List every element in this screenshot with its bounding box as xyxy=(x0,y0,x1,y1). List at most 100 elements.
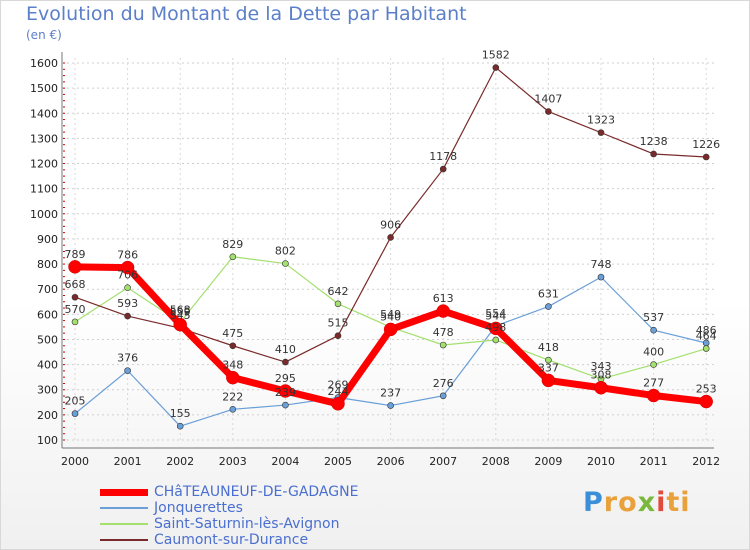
data-label: 642 xyxy=(328,285,349,298)
data-label: 464 xyxy=(696,330,717,343)
data-label: 789 xyxy=(65,248,86,261)
legend-item: Jonquerettes xyxy=(100,500,358,516)
data-label: 348 xyxy=(222,359,243,372)
data-label: 570 xyxy=(65,303,86,316)
legend-item: Saint-Saturnin-lès-Avignon xyxy=(100,516,358,532)
series xyxy=(68,64,713,430)
data-label: 269 xyxy=(328,379,349,392)
data-point xyxy=(387,234,394,241)
data-label: 205 xyxy=(65,395,86,408)
data-label: 400 xyxy=(643,346,664,359)
data-point xyxy=(68,260,82,274)
legend-swatch xyxy=(100,488,148,496)
data-point xyxy=(229,342,237,350)
data-point xyxy=(331,397,345,411)
data-point xyxy=(436,304,450,318)
data-label: 276 xyxy=(433,377,454,390)
data-label: 237 xyxy=(380,387,401,400)
legend-label: CHâTEAUNEUF-DE-GADAGNE xyxy=(154,484,359,500)
y-tick-label: 800 xyxy=(37,258,58,271)
data-point xyxy=(545,303,552,310)
data-point xyxy=(383,322,398,337)
x-tick-label: 2012 xyxy=(692,455,720,468)
grid xyxy=(62,58,714,441)
y-tick-label: 400 xyxy=(37,359,58,372)
data-point xyxy=(597,273,605,281)
data-label: 706 xyxy=(117,269,138,282)
data-label: 244 xyxy=(328,385,349,398)
y-tick-label: 900 xyxy=(37,233,58,246)
data-point xyxy=(71,293,79,301)
data-label: 540 xyxy=(380,310,401,323)
data-point xyxy=(387,402,394,409)
data-point xyxy=(71,318,79,326)
legend-swatch xyxy=(100,507,148,509)
data-label: 631 xyxy=(538,288,559,301)
x-tick-label: 2008 xyxy=(482,455,510,468)
y-tick-label: 1400 xyxy=(30,107,58,120)
data-point xyxy=(71,410,79,417)
y-tick-label: 100 xyxy=(37,434,58,447)
data-label: 545 xyxy=(170,309,191,322)
y-tick-label: 500 xyxy=(37,333,58,346)
data-point xyxy=(173,317,187,332)
data-label: 568 xyxy=(170,303,191,316)
legend-swatch xyxy=(100,539,148,541)
x-tick-label: 2007 xyxy=(429,455,457,468)
data-label: 748 xyxy=(591,258,612,271)
data-label: 537 xyxy=(643,311,664,324)
data-label: 295 xyxy=(275,372,296,385)
y-tick-label: 300 xyxy=(37,384,58,397)
data-point xyxy=(229,253,237,261)
data-label: 668 xyxy=(65,278,86,291)
data-label: 222 xyxy=(222,390,243,403)
data-point xyxy=(226,370,240,385)
data-point xyxy=(120,260,135,275)
x-tick-label: 2000 xyxy=(61,455,89,468)
data-point xyxy=(702,153,710,161)
data-label: 376 xyxy=(117,352,138,365)
legend-item: CHâTEAUNEUF-DE-GADAGNE xyxy=(100,484,358,500)
data-label: 239 xyxy=(275,386,296,399)
data-label: 155 xyxy=(170,407,191,420)
data-label: 498 xyxy=(485,321,506,334)
data-point xyxy=(702,345,710,352)
legend-swatch xyxy=(100,523,148,525)
data-point xyxy=(541,373,556,388)
data-label: 486 xyxy=(696,324,717,337)
data-point xyxy=(545,356,552,364)
x-tick-label: 2009 xyxy=(534,455,562,468)
y-tick-label: 600 xyxy=(37,308,58,321)
data-point xyxy=(492,64,500,71)
data-label: 1582 xyxy=(482,49,510,62)
axes: 100 200 300 400 500 600 700 800 900 1000 1100 1200 1… xyxy=(30,52,720,468)
data-point xyxy=(650,150,657,158)
x-tick-label: 2003 xyxy=(219,455,247,468)
data-point xyxy=(278,384,293,398)
data-point xyxy=(176,422,184,430)
data-label: 829 xyxy=(222,238,243,251)
data-point xyxy=(489,321,503,336)
data-label: 1323 xyxy=(587,114,615,127)
data-point xyxy=(650,326,657,334)
data-label: 418 xyxy=(538,341,559,354)
legend-label: Saint-Saturnin-lès-Avignon xyxy=(154,516,340,532)
x-tick-label: 2005 xyxy=(324,455,352,468)
data-label: 549 xyxy=(380,308,401,321)
chart-subtitle: (en €) xyxy=(26,28,62,42)
data-point xyxy=(650,361,657,368)
data-label: 544 xyxy=(485,309,506,322)
data-label: 515 xyxy=(328,317,349,330)
data-label: 308 xyxy=(591,369,612,382)
data-point xyxy=(334,332,342,339)
data-label: 906 xyxy=(380,218,401,231)
legend-label: Jonquerettes xyxy=(154,500,243,516)
y-tick-label: 1300 xyxy=(30,132,58,145)
data-point xyxy=(594,380,608,395)
data-point xyxy=(439,341,447,349)
data-label: 1178 xyxy=(429,150,457,163)
data-point xyxy=(124,312,131,320)
data-label: 1407 xyxy=(534,93,562,106)
y-tick-label: 200 xyxy=(37,409,58,422)
